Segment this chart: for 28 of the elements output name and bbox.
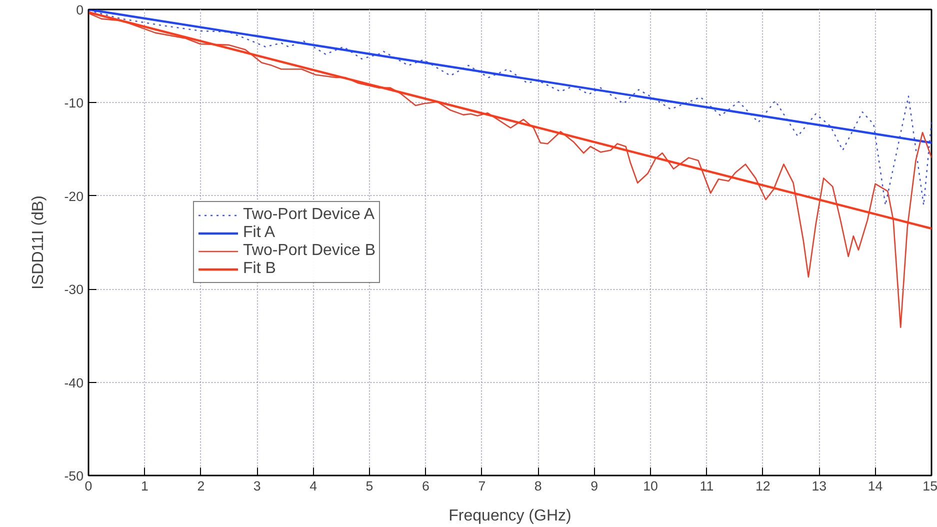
x-tick-label: 2: [197, 478, 205, 494]
legend-label: Fit A: [243, 224, 276, 242]
y-tick-label: -40: [64, 375, 84, 390]
legend-label: Two-Port Device B: [243, 242, 376, 260]
legend-label: Fit B: [243, 260, 276, 278]
y-tick-label: -20: [64, 188, 84, 204]
x-tick-label: 4: [310, 478, 318, 494]
x-tick-label: 1: [140, 478, 148, 494]
legend-label: Two-Port Device A: [243, 206, 375, 224]
y-tick-label: 0: [76, 2, 84, 18]
x-tick-label: 6: [422, 478, 430, 494]
x-tick-label: 7: [478, 478, 486, 494]
x-tick-label: 3: [253, 478, 261, 494]
x-tick-label: 13: [812, 478, 827, 494]
line-series: [88, 12, 932, 328]
y-tick-label: -10: [64, 96, 84, 111]
y-tick-label: -30: [64, 282, 84, 298]
x-tick-label: 11: [700, 478, 714, 494]
x-axis-title: Frequency (GHz): [448, 508, 572, 524]
x-tick-label: 9: [590, 478, 598, 494]
x-tick-label: 15: [922, 478, 937, 494]
x-tick-label: 8: [534, 478, 542, 494]
x-tick-label: 14: [868, 478, 884, 494]
y-axis-title: ISDD11I (dB): [30, 196, 48, 290]
x-tick-label: 12: [755, 478, 770, 494]
x-tick-label: 5: [366, 478, 374, 494]
y-tick-label: -50: [64, 468, 84, 484]
x-tick-label: 10: [643, 478, 658, 494]
